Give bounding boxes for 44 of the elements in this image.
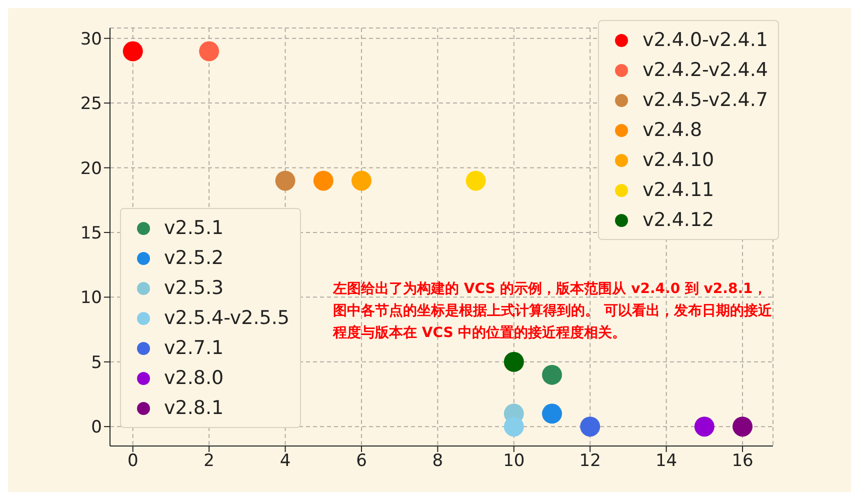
point [504, 416, 524, 437]
point [466, 170, 486, 191]
y-tick-label: 20 [80, 158, 102, 179]
x-tick-label: 12 [579, 451, 601, 472]
legend-label: v2.5.1 [164, 217, 224, 239]
x-tick-label: 4 [280, 451, 291, 472]
point [732, 416, 753, 437]
legend-label: v2.4.5-v2.4.7 [642, 89, 768, 111]
legend-label: v2.5.2 [164, 247, 224, 269]
y-tick-label: 25 [80, 94, 102, 114]
y-tick-label: 15 [80, 224, 102, 244]
point [351, 170, 372, 191]
legend-label: v2.4.10 [642, 149, 714, 171]
legend-label: v2.4.0-v2.4.1 [642, 29, 768, 51]
x-tick-label: 2 [204, 451, 214, 472]
x-tick-label: 8 [432, 451, 444, 472]
point [542, 404, 562, 424]
legend-label: v2.4.12 [642, 209, 714, 231]
legend-label: v2.4.2-v2.4.4 [642, 59, 768, 81]
point [580, 416, 600, 437]
x-tick-label: 6 [356, 451, 367, 472]
point [199, 41, 220, 62]
x-tick-label: 14 [655, 451, 678, 472]
point [504, 352, 524, 372]
point [542, 364, 562, 385]
legend-label: v2.4.11 [642, 179, 714, 201]
legend-label: v2.4.8 [642, 119, 702, 141]
y-tick-label: 5 [91, 352, 102, 373]
legend-label: v2.5.3 [164, 277, 224, 299]
x-tick-label: 10 [503, 451, 525, 472]
point [275, 170, 296, 191]
y-tick-label: 0 [91, 418, 102, 438]
y-tick-label: 30 [80, 29, 102, 50]
legend-label: v2.5.4-v2.5.5 [164, 307, 290, 329]
x-tick-label: 0 [127, 451, 138, 472]
y-tick-label: 10 [80, 288, 102, 308]
legend-label: v2.7.1 [164, 337, 224, 359]
legend-label: v2.8.1 [164, 397, 224, 419]
point [694, 416, 714, 437]
point [122, 41, 143, 62]
point [313, 170, 334, 191]
legend-label: v2.8.0 [164, 367, 224, 389]
annotation: 左图给出了为构建的 VCS 的示例，版本范围从 v2.4.0 到 v2.8.1，图中各节点的坐标是根据上式计算得到的。 可以看出，发布日期的接近程度与版本在 VCS 中的位置的接近程度相关。 [333, 280, 773, 343]
x-tick-label: 16 [732, 451, 754, 472]
